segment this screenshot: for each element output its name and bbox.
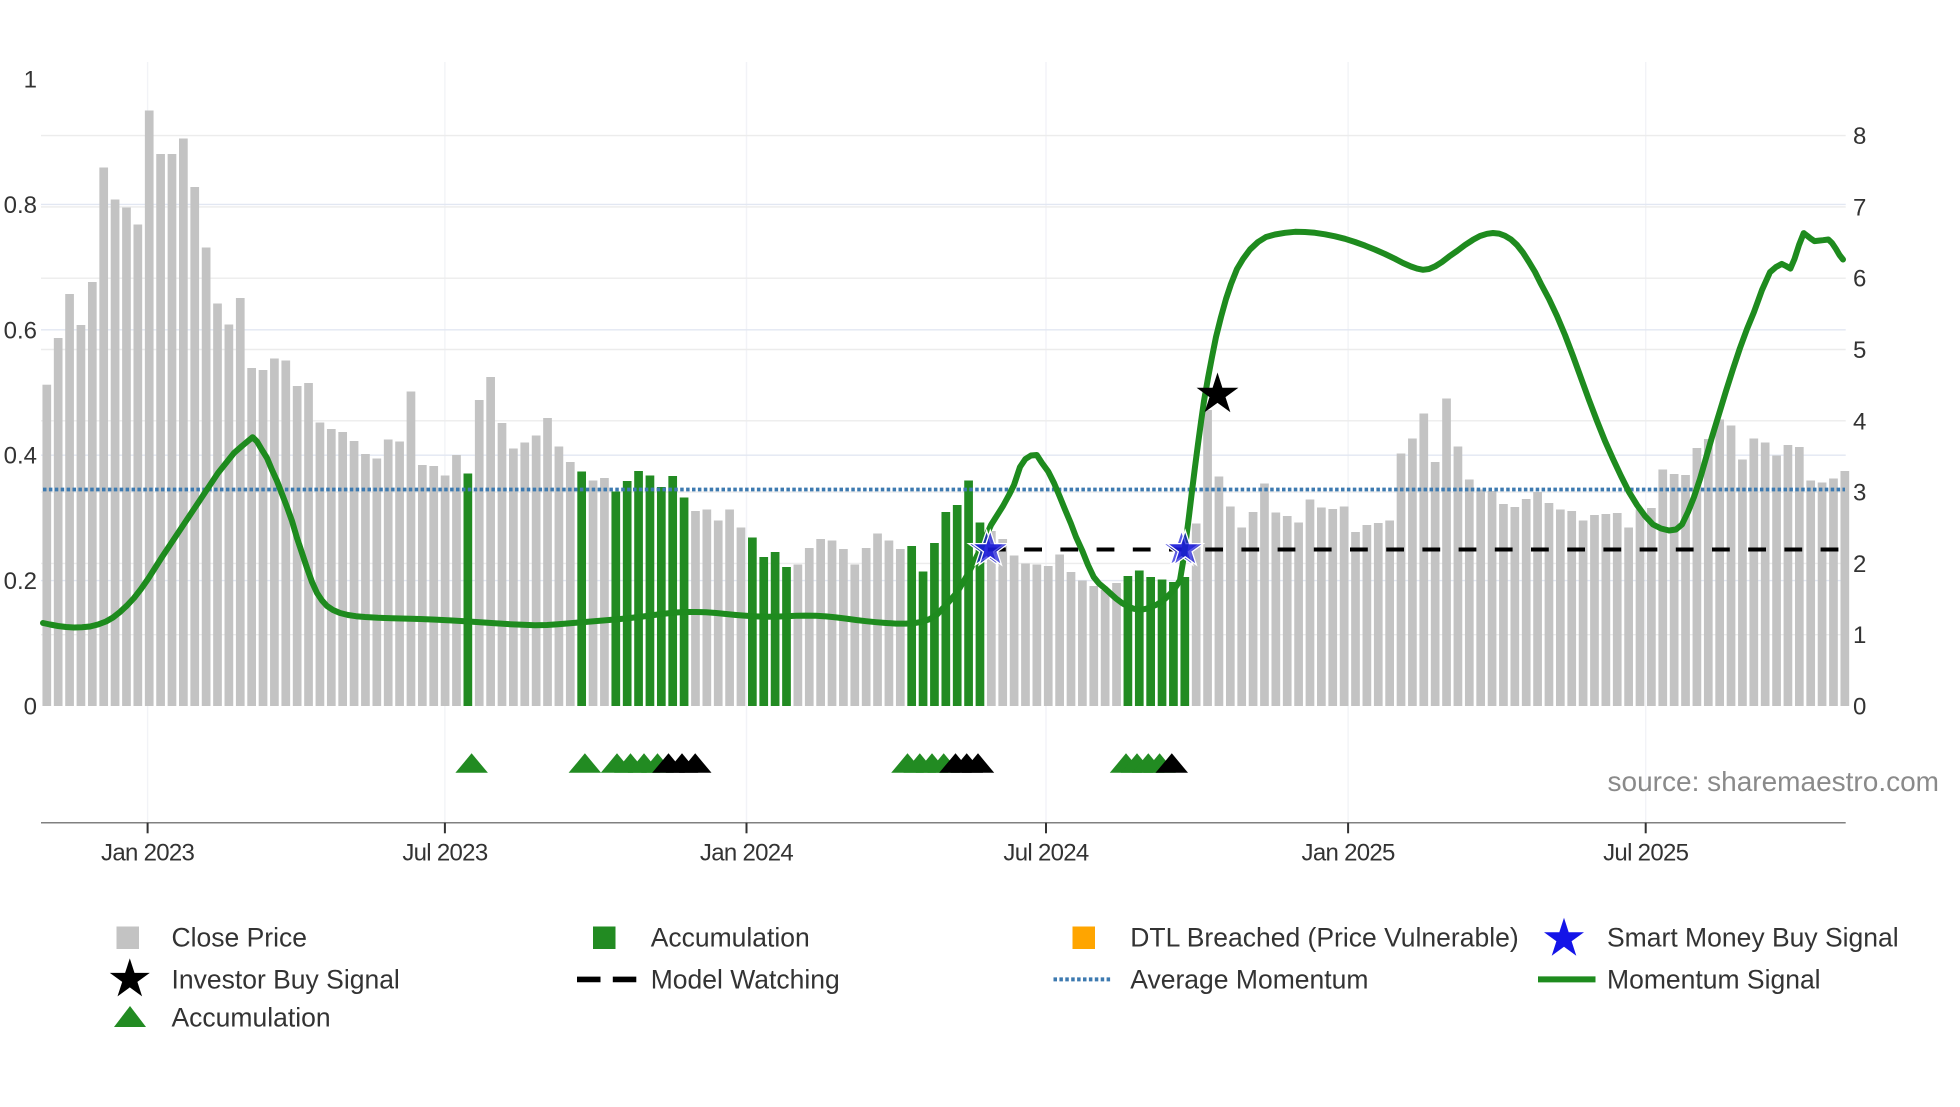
svg-text:0.2: 0.2 <box>4 568 37 595</box>
svg-text:4: 4 <box>1853 408 1866 435</box>
svg-text:DTL Breached (Price Vulnerable: DTL Breached (Price Vulnerable) <box>1130 923 1518 953</box>
svg-text:Smart Money Buy Signal: Smart Money Buy Signal <box>1607 923 1899 953</box>
svg-text:Jul 2024: Jul 2024 <box>1003 840 1088 867</box>
svg-text:source: sharemaestro.com: source: sharemaestro.com <box>1608 766 1939 797</box>
svg-text:Accumulation: Accumulation <box>172 1003 331 1033</box>
svg-text:Momentum Signal: Momentum Signal <box>1607 964 1821 994</box>
svg-text:Jan 2024: Jan 2024 <box>700 840 794 867</box>
svg-text:Model Watching: Model Watching <box>651 964 840 994</box>
svg-text:0.4: 0.4 <box>4 443 37 470</box>
svg-text:Jul 2025: Jul 2025 <box>1603 840 1688 867</box>
svg-text:1: 1 <box>24 67 37 94</box>
svg-text:7: 7 <box>1853 194 1866 221</box>
svg-text:Jul 2023: Jul 2023 <box>402 840 487 867</box>
svg-text:8: 8 <box>1853 123 1866 150</box>
svg-text:6: 6 <box>1853 266 1866 293</box>
svg-text:5: 5 <box>1853 337 1866 364</box>
svg-text:Jan 2025: Jan 2025 <box>1302 840 1396 867</box>
svg-text:1: 1 <box>1853 622 1866 649</box>
svg-text:Jan 2023: Jan 2023 <box>101 840 195 867</box>
svg-text:3: 3 <box>1853 480 1866 507</box>
svg-text:0: 0 <box>24 694 37 721</box>
svg-text:0: 0 <box>1853 694 1866 721</box>
svg-text:0.8: 0.8 <box>4 192 37 219</box>
svg-text:Accumulation: Accumulation <box>651 923 810 953</box>
svg-text:0.6: 0.6 <box>4 317 37 344</box>
svg-text:Average Momentum: Average Momentum <box>1130 964 1368 994</box>
svg-text:Investor Buy Signal: Investor Buy Signal <box>172 964 400 994</box>
svg-text:Close Price: Close Price <box>172 923 308 953</box>
svg-text:2: 2 <box>1853 551 1866 578</box>
